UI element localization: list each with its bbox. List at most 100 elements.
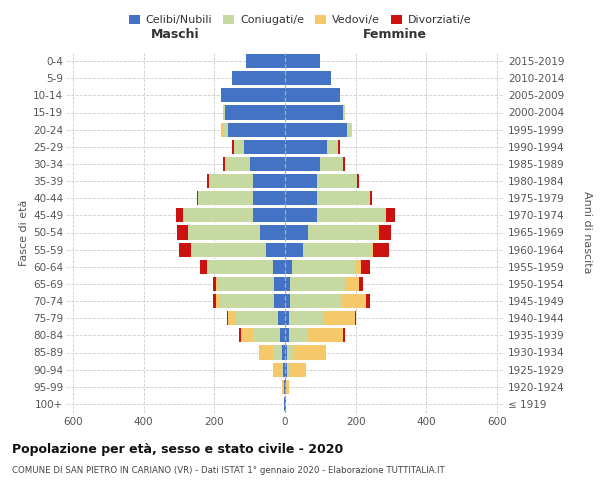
- Bar: [188, 226, 260, 239]
- Bar: [289, 311, 323, 325]
- Bar: [221, 88, 285, 102]
- Bar: [280, 328, 285, 342]
- Bar: [223, 106, 225, 120]
- Bar: [290, 294, 341, 308]
- Bar: [292, 260, 356, 274]
- Bar: [221, 122, 223, 136]
- Bar: [199, 191, 253, 205]
- Bar: [285, 54, 320, 68]
- Bar: [289, 328, 308, 342]
- Bar: [229, 311, 236, 325]
- Bar: [200, 260, 206, 274]
- Bar: [285, 88, 340, 102]
- Bar: [216, 277, 218, 291]
- Bar: [355, 311, 356, 325]
- Bar: [223, 122, 229, 136]
- Bar: [373, 242, 389, 256]
- Legend: Celibi/Nubili, Coniugati/e, Vedovi/e, Divorziati/e: Celibi/Nubili, Coniugati/e, Vedovi/e, Di…: [124, 10, 476, 30]
- Text: Femmine: Femmine: [362, 28, 427, 40]
- Bar: [285, 294, 290, 308]
- Bar: [272, 362, 281, 376]
- Bar: [246, 54, 285, 68]
- Bar: [209, 174, 253, 188]
- Bar: [272, 260, 285, 274]
- Bar: [285, 277, 290, 291]
- Bar: [282, 346, 285, 360]
- Bar: [289, 362, 306, 376]
- Bar: [259, 346, 274, 360]
- Bar: [366, 294, 370, 308]
- Bar: [244, 140, 285, 154]
- Bar: [206, 260, 207, 274]
- Bar: [223, 157, 225, 171]
- Bar: [253, 191, 285, 205]
- Bar: [308, 328, 343, 342]
- Bar: [179, 242, 191, 256]
- Bar: [278, 311, 285, 325]
- Bar: [285, 157, 320, 171]
- Bar: [253, 174, 285, 188]
- Bar: [317, 191, 370, 205]
- Bar: [338, 140, 340, 154]
- Text: Maschi: Maschi: [151, 28, 200, 40]
- Bar: [287, 362, 289, 376]
- Text: COMUNE DI SAN PIETRO IN CARIANO (VR) - Dati ISTAT 1° gennaio 2020 - Elaborazione: COMUNE DI SAN PIETRO IN CARIANO (VR) - D…: [12, 466, 445, 475]
- Bar: [308, 226, 377, 239]
- Bar: [386, 208, 395, 222]
- Bar: [359, 277, 363, 291]
- Bar: [343, 157, 345, 171]
- Bar: [266, 242, 285, 256]
- Bar: [347, 122, 352, 136]
- Bar: [358, 174, 359, 188]
- Bar: [225, 157, 250, 171]
- Bar: [285, 140, 328, 154]
- Bar: [253, 208, 285, 222]
- Bar: [294, 346, 326, 360]
- Bar: [285, 260, 292, 274]
- Bar: [286, 380, 289, 394]
- Bar: [287, 346, 294, 360]
- Bar: [218, 277, 274, 291]
- Bar: [284, 380, 285, 394]
- Bar: [343, 106, 345, 120]
- Bar: [341, 294, 366, 308]
- Bar: [323, 311, 355, 325]
- Bar: [343, 328, 345, 342]
- Bar: [260, 226, 285, 239]
- Bar: [328, 140, 338, 154]
- Bar: [191, 242, 266, 256]
- Bar: [285, 362, 287, 376]
- Bar: [377, 226, 379, 239]
- Bar: [234, 140, 244, 154]
- Bar: [285, 174, 317, 188]
- Bar: [232, 140, 234, 154]
- Bar: [197, 191, 199, 205]
- Bar: [285, 346, 287, 360]
- Bar: [227, 311, 229, 325]
- Bar: [284, 397, 285, 411]
- Bar: [220, 294, 274, 308]
- Bar: [379, 226, 391, 239]
- Bar: [212, 277, 216, 291]
- Bar: [285, 71, 331, 85]
- Bar: [285, 397, 286, 411]
- Bar: [285, 380, 286, 394]
- Bar: [176, 208, 182, 222]
- Y-axis label: Anni di nascita: Anni di nascita: [581, 191, 592, 274]
- Bar: [212, 294, 216, 308]
- Bar: [283, 362, 285, 376]
- Bar: [285, 311, 289, 325]
- Bar: [177, 226, 188, 239]
- Bar: [281, 362, 283, 376]
- Bar: [274, 294, 285, 308]
- Bar: [250, 157, 285, 171]
- Bar: [274, 277, 285, 291]
- Bar: [371, 242, 373, 256]
- Bar: [232, 71, 285, 85]
- Bar: [207, 260, 272, 274]
- Bar: [285, 191, 317, 205]
- Bar: [239, 328, 241, 342]
- Bar: [282, 380, 284, 394]
- Bar: [207, 174, 209, 188]
- Bar: [370, 191, 371, 205]
